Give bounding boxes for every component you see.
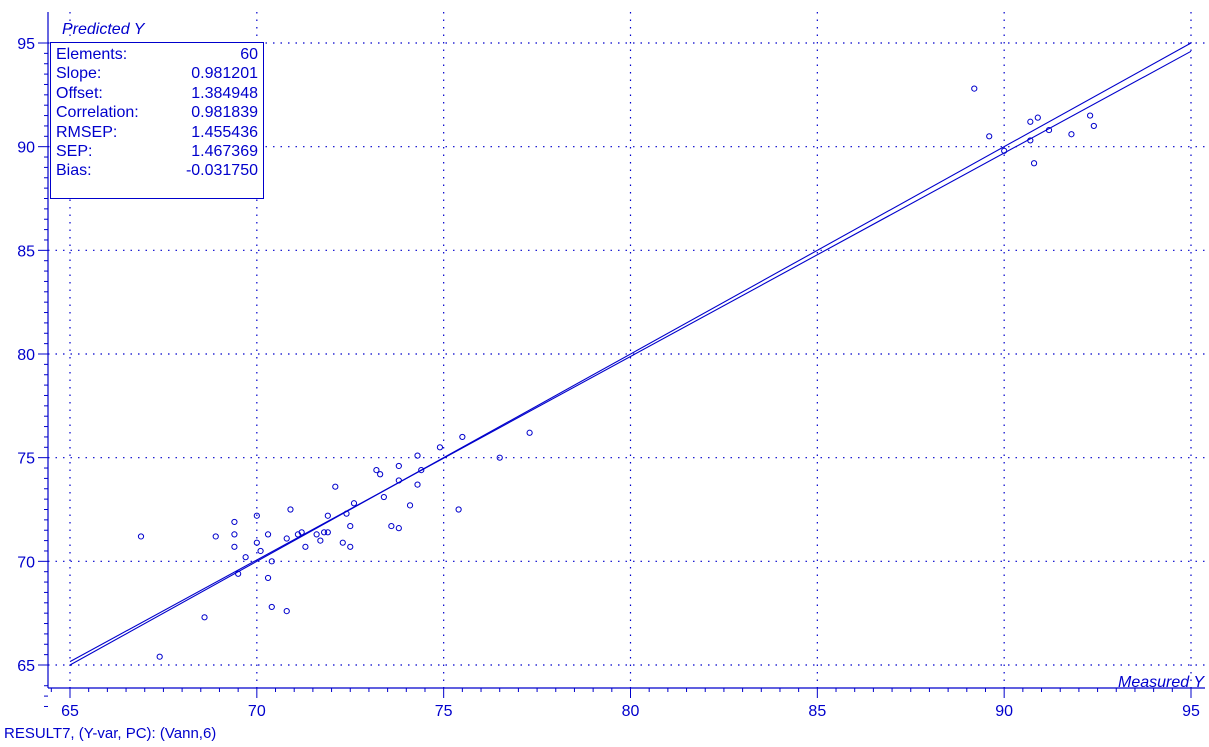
data-point xyxy=(455,506,462,513)
x-axis-label: Measured Y xyxy=(1118,674,1205,691)
x-tick-label: 85 xyxy=(808,703,826,720)
data-point xyxy=(264,574,272,582)
stat-row-correlation: Correlation: 0.981839 xyxy=(56,104,258,122)
data-point xyxy=(313,531,320,538)
data-point xyxy=(257,547,264,555)
data-point xyxy=(212,533,219,540)
data-point xyxy=(235,570,242,577)
data-point xyxy=(380,493,387,501)
data-point xyxy=(242,554,249,561)
data-point xyxy=(1027,118,1034,125)
y-tick-label: 85 xyxy=(17,243,35,260)
data-point xyxy=(302,543,309,550)
data-point xyxy=(231,531,238,538)
data-point xyxy=(317,537,324,544)
data-point xyxy=(231,518,238,526)
y-tick-label: 90 xyxy=(17,140,35,157)
x-tick-label: 90 xyxy=(995,703,1013,720)
data-point xyxy=(1068,131,1075,138)
data-point xyxy=(350,500,358,507)
data-point xyxy=(406,502,414,509)
data-point xyxy=(526,429,533,436)
data-point xyxy=(395,462,402,470)
data-point xyxy=(268,603,275,611)
data-point xyxy=(1030,160,1038,167)
stat-row-sep: SEP: 1.467369 xyxy=(56,142,258,160)
data-point xyxy=(253,539,260,546)
data-point xyxy=(436,444,444,451)
y-tick-label: 95 xyxy=(17,36,35,53)
y-tick-label: 75 xyxy=(17,451,35,468)
data-point xyxy=(298,529,305,536)
statistics-box: Elements: 60 Slope: 0.981201 Offset: 1.3849… xyxy=(50,42,264,199)
data-point xyxy=(268,558,275,565)
data-point xyxy=(347,522,354,530)
y-tick-label: 65 xyxy=(17,658,35,675)
data-point xyxy=(414,452,421,459)
result-caption: RESULT7, (Y-var, PC): (Vann,6) xyxy=(4,725,217,742)
stat-row-elements: Elements: 60 xyxy=(56,46,258,63)
tick-labels: 65 70 75 80 85 90 95 65 70 75 80 85 90 95 xyxy=(17,36,1200,720)
data-point xyxy=(496,454,503,461)
data-point xyxy=(137,533,145,540)
data-point xyxy=(320,529,328,536)
data-point xyxy=(1087,112,1094,119)
data-point xyxy=(332,483,339,490)
data-point xyxy=(283,535,290,542)
stat-row-slope: Slope: 0.981201 xyxy=(56,65,258,83)
stat-row-bias: Bias: -0.031750 xyxy=(56,162,258,180)
data-point xyxy=(324,529,331,536)
x-tick-label: 65 xyxy=(61,703,79,720)
data-point xyxy=(156,653,163,660)
data-point xyxy=(253,512,260,519)
stat-row-rmsep: RMSEP: 1.455436 xyxy=(56,123,258,141)
x-tick-label: 80 xyxy=(622,703,640,720)
data-point xyxy=(971,85,978,92)
data-point xyxy=(1001,147,1008,154)
data-point xyxy=(986,133,993,140)
data-point xyxy=(347,543,354,550)
data-point xyxy=(418,467,425,474)
data-point xyxy=(343,510,350,517)
data-point xyxy=(395,477,402,484)
y-tick-label: 70 xyxy=(17,554,35,571)
y-tick-label: 80 xyxy=(17,347,35,364)
target-line xyxy=(69,42,1192,666)
data-point xyxy=(231,543,238,550)
axes xyxy=(38,12,1205,707)
data-point xyxy=(283,607,290,615)
data-point xyxy=(264,531,272,538)
data-point xyxy=(377,471,384,478)
data-points xyxy=(137,85,1097,660)
stat-row-offset: Offset: 1.384948 xyxy=(56,84,258,102)
data-point xyxy=(459,433,466,441)
data-point xyxy=(395,525,402,532)
data-point xyxy=(1090,122,1097,130)
x-tick-label: 75 xyxy=(435,703,453,720)
data-point xyxy=(1027,137,1034,144)
data-point xyxy=(414,481,421,488)
data-point xyxy=(339,539,346,546)
data-point xyxy=(1034,114,1041,121)
data-point xyxy=(1045,126,1053,134)
data-point xyxy=(373,467,380,474)
x-tick-label: 70 xyxy=(248,703,266,720)
data-point xyxy=(324,512,331,519)
y-axis-label: Predicted Y xyxy=(62,21,146,38)
data-point xyxy=(201,614,208,621)
data-point xyxy=(287,506,294,513)
data-point xyxy=(388,522,395,530)
x-tick-label: 95 xyxy=(1182,703,1200,720)
